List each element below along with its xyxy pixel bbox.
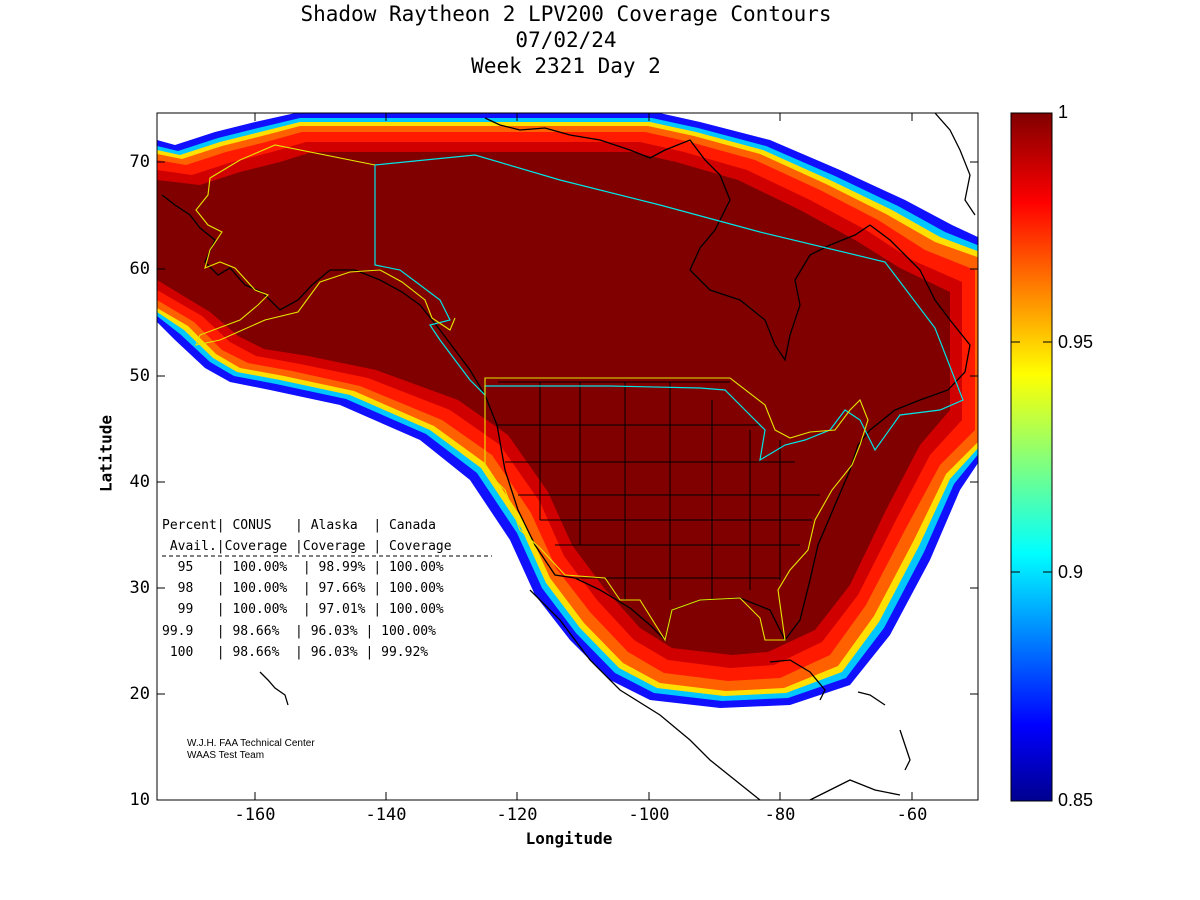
y-tick-label: 10 (129, 790, 150, 810)
colorbar-tick-label: 0.9 (1058, 562, 1084, 582)
y-tick-label: 20 (129, 684, 150, 704)
y-axis-label: Latitude (96, 414, 116, 493)
y-tick-label: 50 (129, 366, 150, 386)
x-tick-label: -160 (234, 805, 276, 825)
credit-organization: W.J.H. FAA Technical Center (187, 738, 315, 749)
credit-team: WAAS Test Team (187, 750, 265, 761)
coverage-contours (157, 113, 978, 800)
y-tick-label: 70 (129, 152, 150, 172)
stats-header-row: Avail.|Coverage |Coverage | Coverage (162, 539, 452, 554)
chart-date: 07/02/24 (515, 28, 617, 52)
y-tick-label: 30 (129, 578, 150, 598)
stats-row: 100 | 98.66% | 96.03% | 99.92% (162, 645, 429, 660)
chart-week-day: Week 2321 Day 2 (471, 54, 661, 78)
stats-row: 99 | 100.00% | 97.01% | 100.00% (162, 602, 444, 617)
x-tick-label: -120 (496, 805, 538, 825)
colorbar-tick-label: 1 (1058, 102, 1069, 122)
stats-row: 95 | 100.00% | 98.99% | 100.00% (162, 560, 444, 575)
x-tick-label: -80 (764, 805, 796, 825)
stats-row: 99.9 | 98.66% | 96.03% | 100.00% (162, 624, 436, 639)
x-axis-label: Longitude (525, 829, 613, 848)
x-tick-label: -100 (628, 805, 670, 825)
x-tick-label: -140 (365, 805, 407, 825)
colorbar-tick-label: 0.85 (1058, 790, 1094, 810)
y-tick-label: 40 (129, 472, 150, 492)
chart-title: Shadow Raytheon 2 LPV200 Coverage Contou… (300, 2, 832, 26)
colorbar-tick-label: 0.95 (1058, 332, 1094, 352)
stats-row: 98 | 100.00% | 97.66% | 100.00% (162, 581, 444, 596)
colorbar (1010, 112, 1053, 802)
axis-ticks (157, 113, 978, 800)
x-tick-label: -60 (896, 805, 928, 825)
y-tick-label: 60 (129, 259, 150, 279)
stats-header-row: Percent| CONUS | Alaska | Canada (162, 518, 436, 533)
